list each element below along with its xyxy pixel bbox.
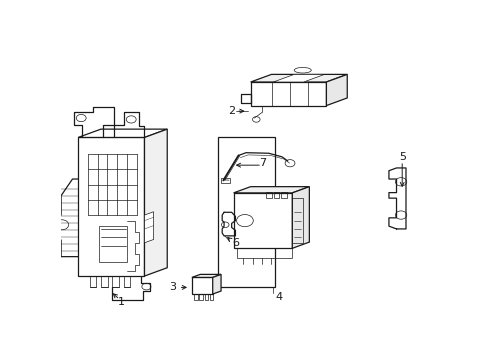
- Text: 2: 2: [227, 106, 235, 116]
- Bar: [273, 192, 279, 198]
- Polygon shape: [250, 75, 346, 82]
- Text: 7: 7: [259, 158, 266, 168]
- Bar: [210, 294, 213, 300]
- Polygon shape: [326, 75, 346, 105]
- Bar: [89, 276, 96, 287]
- Polygon shape: [233, 186, 309, 193]
- Bar: [112, 276, 119, 287]
- Polygon shape: [292, 186, 309, 248]
- Polygon shape: [273, 75, 324, 82]
- Bar: [221, 178, 229, 183]
- Polygon shape: [144, 129, 167, 276]
- Text: 3: 3: [169, 282, 176, 292]
- Bar: [265, 192, 271, 198]
- Bar: [199, 294, 203, 300]
- Polygon shape: [144, 212, 153, 243]
- Polygon shape: [191, 278, 212, 294]
- Text: 6: 6: [231, 238, 239, 248]
- Bar: [194, 294, 197, 300]
- Polygon shape: [78, 129, 167, 138]
- Bar: [204, 294, 208, 300]
- Bar: [99, 226, 127, 262]
- Polygon shape: [191, 274, 221, 278]
- Bar: [237, 248, 292, 258]
- Polygon shape: [78, 138, 144, 276]
- Bar: [281, 192, 286, 198]
- Polygon shape: [212, 274, 221, 294]
- Bar: [218, 138, 275, 287]
- Polygon shape: [233, 193, 292, 248]
- Bar: [292, 198, 302, 243]
- Polygon shape: [250, 82, 326, 105]
- Bar: [101, 276, 107, 287]
- Bar: [123, 276, 130, 287]
- Text: 1: 1: [118, 297, 125, 307]
- Text: 4: 4: [275, 292, 282, 302]
- Text: 5: 5: [398, 152, 405, 162]
